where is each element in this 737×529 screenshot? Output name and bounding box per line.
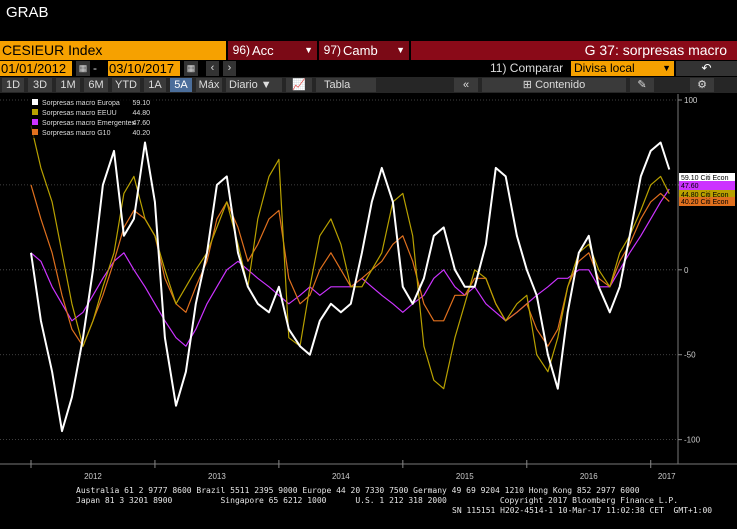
- period-1m[interactable]: 1M: [56, 78, 80, 92]
- range-bar: 01/01/2012 ▦ - 03/10/2017 ▦ ‹ › 11) Comp…: [0, 60, 737, 77]
- frequency-value: Diario: [229, 79, 258, 91]
- app-title: GRAB: [6, 4, 49, 21]
- legend-label: Sorpresas macro EEUU: [42, 110, 117, 117]
- chevron-down-icon: ▼: [260, 79, 272, 91]
- value-tag-box: [679, 181, 735, 190]
- legend-label: Sorpresas macro Europa: [42, 100, 120, 107]
- x-tick-label: 2012: [84, 472, 102, 481]
- y-tick-label: 0: [684, 266, 689, 275]
- edit-icon[interactable]: ✎: [630, 78, 654, 92]
- value-tag: 59.10 Citi Econ: [679, 173, 735, 182]
- value-tag-box: [679, 173, 735, 182]
- chevron-down-icon: ▼: [396, 45, 405, 55]
- period-ytd[interactable]: YTD: [112, 78, 140, 92]
- calendar-icon[interactable]: ▦: [184, 61, 198, 76]
- legend-swatch: [32, 99, 38, 105]
- value-tag-label: 59.10 Citi Econ: [681, 175, 729, 182]
- x-tick-label: 2014: [332, 472, 350, 481]
- legend-swatch: [32, 119, 38, 125]
- actions-label: Acc: [252, 43, 274, 58]
- chevron-down-icon: ▼: [662, 63, 671, 73]
- x-tick-label: 2013: [208, 472, 226, 481]
- value-tag-label: 40.20 Citi Econ: [681, 199, 729, 206]
- value-tag: 40.20 Citi Econ: [679, 197, 735, 206]
- period-3d[interactable]: 3D: [28, 78, 52, 92]
- legend-swatch: [32, 109, 38, 115]
- edit-label: Camb: [343, 43, 378, 58]
- compare-label[interactable]: 11) Comparar: [490, 61, 564, 75]
- legend-background: [28, 96, 156, 138]
- edit-button[interactable]: 97) Camb ▼: [319, 41, 409, 60]
- value-tag-box: [679, 190, 735, 199]
- actions-button[interactable]: 96) Acc ▼: [228, 41, 317, 60]
- chevron-left-icon[interactable]: ‹: [206, 61, 219, 76]
- value-tag: 44.80 Citi Econ: [679, 190, 735, 199]
- legend-value: 59.10: [132, 100, 150, 107]
- double-chevron-left-icon[interactable]: «: [454, 78, 478, 92]
- currency-value: Divisa local: [574, 61, 635, 75]
- y-tick-label: 100: [684, 96, 698, 105]
- y-tick-label: -100: [684, 436, 701, 445]
- footer-contacts: Australia 61 2 9777 8600 Brazil 5511 239…: [76, 486, 640, 495]
- legend-swatch: [32, 129, 38, 135]
- period-max[interactable]: Máx: [196, 78, 222, 92]
- value-tag: 47.60: [679, 181, 735, 190]
- edit-number: 97): [323, 43, 341, 57]
- grid: [0, 99, 678, 441]
- legend: Sorpresas macro Europa 59.10 Sorpresas mac…: [28, 96, 156, 138]
- footer-session: SN 115151 H202-4514-1 10-Mar-17 11:02:38…: [452, 506, 713, 515]
- content-icon: ⊞: [522, 79, 536, 91]
- period-5a[interactable]: 5A: [170, 78, 192, 92]
- calendar-icon[interactable]: ▦: [76, 61, 90, 76]
- period-1d[interactable]: 1D: [2, 78, 24, 92]
- chevron-down-icon: ▼: [304, 45, 313, 55]
- undo-button[interactable]: ↶: [676, 61, 737, 76]
- chart-name-field[interactable]: G 37: sorpresas macro: [411, 41, 737, 60]
- y-tick-label: -50: [684, 351, 696, 360]
- start-date-field[interactable]: 01/01/2012: [0, 61, 72, 76]
- table-button[interactable]: Tabla: [316, 78, 376, 92]
- actions-number: 96): [232, 43, 250, 57]
- end-date-field[interactable]: 03/10/2017: [108, 61, 180, 76]
- x-tick-label: 2017: [658, 472, 676, 481]
- ticker-field[interactable]: CESIEUR Index: [0, 41, 226, 60]
- legend-value: 47.60: [132, 120, 150, 127]
- value-tag-label: 44.80 Citi Econ: [681, 192, 729, 199]
- x-tick-label: 2016: [580, 472, 598, 481]
- footer: Australia 61 2 9777 8600 Brazil 5511 239…: [0, 483, 737, 529]
- gear-icon[interactable]: ⚙: [690, 78, 714, 92]
- date-separator: -: [93, 61, 97, 75]
- legend-label: Sorpresas macro G10: [42, 130, 111, 137]
- period-bar: 1D 3D 1M 6M YTD 1A 5A Máx Diario ▼ 📈 Tab…: [0, 77, 737, 93]
- content-label: Contenido: [535, 79, 586, 91]
- legend-label: Sorpresas macro Emergentes: [42, 120, 135, 127]
- x-tick-label: 2015: [456, 472, 474, 481]
- value-tag-box: [679, 197, 735, 206]
- period-1a[interactable]: 1A: [144, 78, 166, 92]
- currency-select[interactable]: Divisa local ▼: [571, 61, 674, 76]
- series-lines: [30, 125, 671, 433]
- period-6m[interactable]: 6M: [84, 78, 108, 92]
- window-titlebar: GRAB: [0, 0, 737, 40]
- value-tag-label: 47.60: [681, 183, 699, 190]
- footer-copyright: Japan 81 3 3201 8900 Singapore 65 6212 1…: [76, 496, 679, 505]
- content-button[interactable]: ⊞ Contenido: [482, 78, 626, 92]
- legend-value: 44.80: [132, 110, 150, 117]
- x-axis: 2012 2013 2014 2015 2016 2017: [0, 460, 737, 481]
- line-chart-icon[interactable]: 📈: [286, 78, 312, 92]
- chevron-right-icon[interactable]: ›: [223, 61, 236, 76]
- command-bar: CESIEUR Index 96) Acc ▼ 97) Camb ▼ G 37:…: [0, 41, 737, 60]
- last-value-tags: 59.10 Citi Econ 44.80 Citi Econ 47.60 40.20…: [679, 173, 735, 206]
- series-line: [30, 141, 671, 433]
- legend-value: 40.20: [132, 130, 150, 137]
- frequency-select[interactable]: Diario ▼: [226, 78, 282, 92]
- undo-icon: ↶: [701, 61, 712, 75]
